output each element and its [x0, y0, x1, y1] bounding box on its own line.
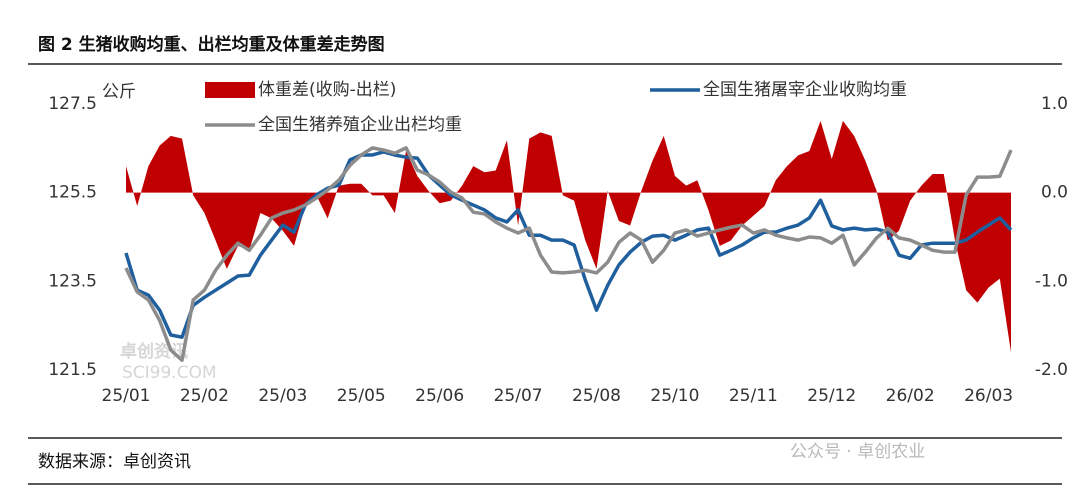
legend-swatch: [205, 82, 255, 98]
y-tick-label: 127.5: [48, 94, 97, 114]
y-tick-label: 123.5: [48, 271, 97, 291]
x-tick-label: 25/06: [415, 386, 464, 406]
x-tick-label: 26/02: [886, 386, 935, 406]
watermark: SCI99.COM: [122, 363, 217, 383]
x-tick-label: 25/12: [807, 386, 856, 406]
line: [124, 150, 1013, 339]
legend-label: 全国生猪屠宰企业收购均重: [703, 80, 907, 100]
legend-label: 体重差(收购-出栏): [258, 80, 396, 100]
y-tick-label: 125.5: [48, 183, 97, 203]
x-tick-label: 25/02: [180, 386, 229, 406]
line: [124, 146, 1013, 362]
x-tick-label: 25/08: [572, 386, 621, 406]
y2-tick-label: -2.0: [1035, 360, 1068, 380]
y2-tick-label: 1.0: [1041, 94, 1068, 114]
x-tick-label: 25/07: [494, 386, 543, 406]
area: [126, 120, 1011, 353]
legend-label: 全国生猪养殖企业出栏均重: [258, 115, 462, 135]
x-tick-label: 25/03: [258, 386, 307, 406]
watermark: 公众号 · 卓创农业: [790, 442, 925, 462]
source: 数据来源：卓创资讯: [38, 452, 191, 472]
x-tick-label: 25/10: [650, 386, 699, 406]
x-tick-label: 25/01: [102, 386, 151, 406]
y-tick-label: 121.5: [48, 360, 97, 380]
x-tick-label: 25/05: [337, 386, 386, 406]
x-tick-label: 26/03: [964, 386, 1013, 406]
y2-tick-label: 0.0: [1041, 183, 1068, 203]
x-tick-label: 25/11: [729, 386, 778, 406]
chart-title: 图 2 生猪收购均重、出栏均重及体重差走势图: [38, 34, 385, 55]
y-axis-label: 公斤: [102, 82, 136, 102]
watermark: 卓创资讯: [120, 341, 188, 362]
y2-tick-label: -1.0: [1035, 271, 1068, 291]
